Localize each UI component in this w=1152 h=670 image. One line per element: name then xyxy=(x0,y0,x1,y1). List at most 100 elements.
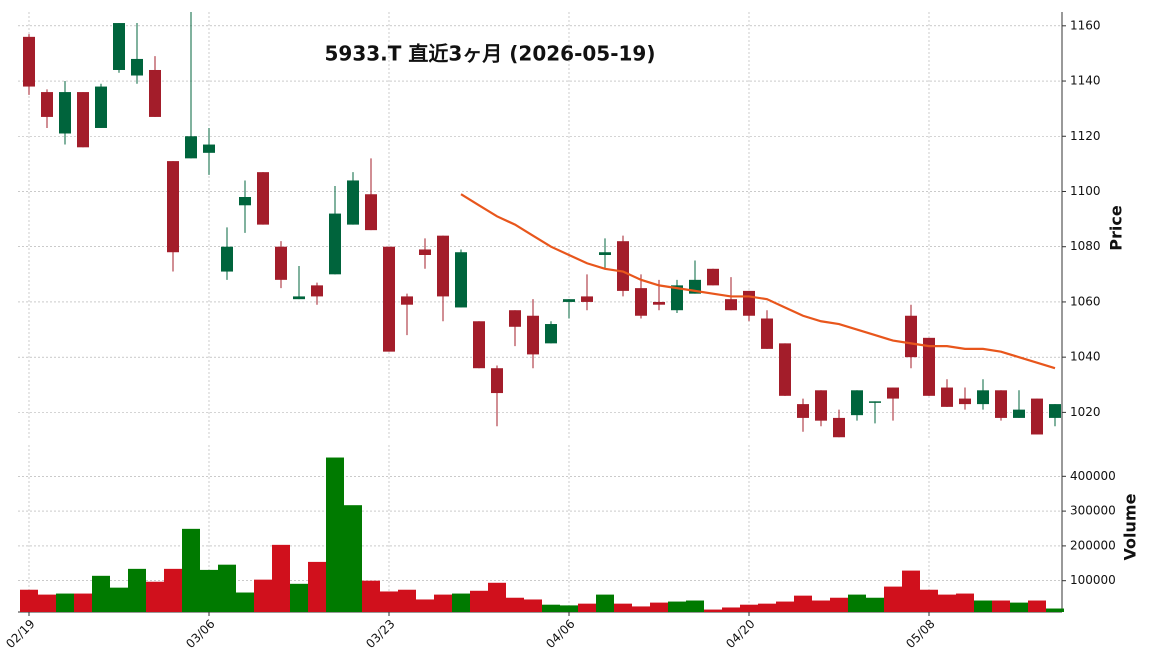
candle-body xyxy=(761,318,773,349)
volume-bar xyxy=(110,587,128,612)
volume-bar xyxy=(812,600,830,612)
y-tick-label: 1020 xyxy=(1070,405,1101,419)
candle-body xyxy=(851,390,863,416)
volume-bar xyxy=(1010,602,1028,612)
candle-body xyxy=(473,321,485,369)
volume-bar xyxy=(56,593,74,612)
candle-body xyxy=(77,92,89,148)
y-tick-label: 400000 xyxy=(1070,469,1116,483)
volume-bar xyxy=(164,568,182,612)
volume-bar xyxy=(20,589,38,612)
volume-bar xyxy=(614,603,632,612)
candle-body xyxy=(41,92,53,117)
volume-bar xyxy=(596,594,614,612)
volume-bar xyxy=(848,594,866,612)
candle-body xyxy=(671,285,683,311)
candle-body xyxy=(95,86,107,128)
candle-body xyxy=(563,299,575,302)
volume-bar xyxy=(650,602,668,612)
x-tick-label: 05/08 xyxy=(903,617,937,651)
candle-body xyxy=(1049,404,1061,418)
candle-body xyxy=(455,252,467,308)
volume-bar xyxy=(182,528,200,612)
x-tick-label: 04/06 xyxy=(543,617,577,651)
volume-bar xyxy=(830,597,848,612)
volume-bar xyxy=(488,582,506,612)
candle-body xyxy=(491,368,503,394)
candle-body xyxy=(437,235,449,297)
y-tick-label: 100000 xyxy=(1070,573,1116,587)
candle-body xyxy=(239,197,251,206)
candle-body xyxy=(293,296,305,300)
volume-bar xyxy=(686,600,704,612)
volume-bar xyxy=(200,569,218,612)
candle-body xyxy=(311,285,323,297)
candle-body xyxy=(725,299,737,311)
volume-bar xyxy=(74,593,92,612)
volume-bar xyxy=(416,599,434,612)
chart-title: 5933.T 直近3ヶ月 (2026-05-19) xyxy=(325,42,656,66)
volume-bar xyxy=(884,586,902,612)
candle-body xyxy=(995,390,1007,418)
volume-bar xyxy=(146,581,164,612)
volume-bar xyxy=(740,604,758,612)
volume-bar xyxy=(92,575,110,612)
candle-body xyxy=(257,172,269,225)
volume-bar xyxy=(776,601,794,612)
candle-body xyxy=(59,92,71,134)
candle-body xyxy=(527,315,539,355)
candle-body xyxy=(707,268,719,286)
candle-body xyxy=(383,246,395,352)
candle-body xyxy=(275,246,287,280)
volume-bar xyxy=(524,599,542,612)
y-tick-label: 1060 xyxy=(1070,294,1101,308)
x-tick-label: 03/23 xyxy=(363,617,397,651)
volume-bar xyxy=(380,591,398,612)
volume-bar xyxy=(272,544,290,612)
y-tick-label: 1100 xyxy=(1070,184,1101,198)
candle-body xyxy=(653,301,665,305)
volume-bar xyxy=(128,568,146,612)
x-tick-label: 02/19 xyxy=(3,617,37,651)
volume-bar xyxy=(956,593,974,612)
volume-bar xyxy=(1028,600,1046,612)
y-tick-label: 200000 xyxy=(1070,538,1116,552)
volume-bar xyxy=(218,564,236,612)
y-tick-label: 1040 xyxy=(1070,350,1101,364)
candle-body xyxy=(779,343,791,396)
volume-bar xyxy=(470,590,488,612)
price-axis-label: Price xyxy=(1107,205,1126,251)
y-tick-label: 300000 xyxy=(1070,504,1116,518)
moving-average-line xyxy=(460,193,1056,370)
volume-bar xyxy=(542,604,560,612)
y-tick-label: 1120 xyxy=(1070,129,1101,143)
volume-bar xyxy=(794,595,812,612)
candle-body xyxy=(617,241,629,291)
candle-body xyxy=(419,249,431,255)
volume-bar xyxy=(362,580,380,612)
volume-bar xyxy=(992,600,1010,612)
volume-bar xyxy=(398,589,416,612)
candle-body xyxy=(869,401,881,403)
candle-body xyxy=(365,194,377,231)
candle-body xyxy=(581,296,593,302)
volume-bar xyxy=(308,561,326,612)
candle-body xyxy=(977,390,989,405)
volume-bar xyxy=(560,605,578,612)
volume-bar xyxy=(236,592,254,612)
candle-body xyxy=(401,296,413,305)
volume-bar xyxy=(578,603,596,612)
volume-bar xyxy=(902,570,920,612)
candle-body xyxy=(545,324,557,344)
candle-body xyxy=(797,404,809,418)
x-tick-label: 03/06 xyxy=(183,617,217,651)
candle-body xyxy=(221,246,233,272)
x-tick-label: 04/20 xyxy=(723,617,757,651)
volume-bar xyxy=(326,457,344,612)
volume-bar xyxy=(704,609,722,612)
candle-body xyxy=(833,417,845,438)
volume-bar xyxy=(290,583,308,612)
candle-body xyxy=(149,69,161,117)
y-tick-label: 1160 xyxy=(1070,18,1101,32)
volume-bar xyxy=(920,589,938,612)
